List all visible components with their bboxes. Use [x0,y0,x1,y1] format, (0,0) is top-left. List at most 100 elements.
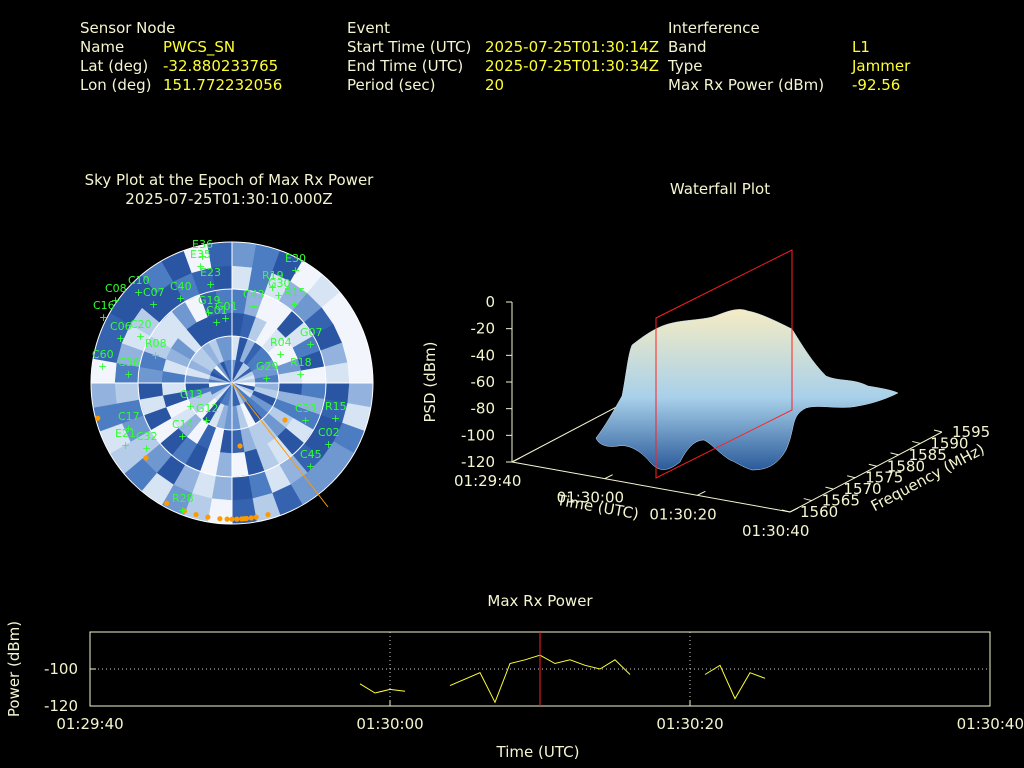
sky-satellite: C08+ [105,282,127,307]
sensor-name-label: Name [80,38,125,56]
sky-satellite: R28+ [172,492,194,517]
sky-satellite-label: G13 [180,388,203,401]
sky-satellite: C32+ [136,430,158,455]
sky-satellite-marker: + [296,368,305,381]
maxrx-ytick-label: -120 [44,697,78,715]
maxrx-xtick-label: 01:30:40 [957,715,1024,733]
waterfall-ztick-label: -40 [471,346,496,364]
sky-satellite: C40+ [170,280,192,305]
sky-satellite: C43+ [243,288,265,313]
sky-satellite-label: G12 [196,402,219,415]
sky-cell [347,358,373,384]
sky-satellite: C06+ [110,320,132,345]
sky-edge-marker [205,514,211,520]
event-start-label: Start Time (UTC) [347,38,472,56]
waterfall-xtick [604,474,613,480]
sky-satellite-label: C17 [118,410,140,423]
maxrx-xlabel: Time (UTC) [496,743,580,761]
waterfall-xtick [697,490,706,496]
sky-edge-marker [224,516,230,522]
sky-satellite-label: G30 [268,277,291,290]
sensor-lat-value: -32.880233765 [163,57,279,75]
sky-satellite: C45+ [300,448,322,473]
sky-satellite-label: C20 [130,318,152,331]
waterfall-ytick-label: 1585 [909,446,947,464]
maxrx-line [704,664,766,700]
sky-jammer-bearing [231,382,329,508]
maxrx-title: Max Rx Power [487,592,593,610]
maxrx-grid [90,632,990,706]
sky-edge-marker [217,516,223,522]
sky-satellite-marker: + [178,430,187,443]
waterfall-ytick [890,452,899,456]
sky-satellite-marker: + [99,311,108,324]
sky-satellite: C17+ [118,410,140,435]
sky-satellite-marker: + [176,292,185,305]
sky-satellite-label: C10 [128,274,150,287]
sky-edge-marker [237,443,243,449]
sky-satellite-marker: + [206,278,215,291]
sky-satellite-label: C02 [318,426,340,439]
sky-satellite: C14+ [172,418,194,443]
sky-satellite-label: R15 [325,400,347,413]
waterfall-ytick-label: 1590 [930,434,968,452]
sky-satellite-label: E21 [115,427,136,440]
waterfall-epoch-plane [655,249,793,479]
sky-satellite: C20+ [130,318,152,343]
waterfall-ztick-label: -80 [471,400,496,418]
waterfall-ztick-label: 0 [485,293,495,311]
waterfall-ytick [781,509,791,513]
maxrx-line [359,683,406,694]
waterfall-xtick-label: 01:30:00 [557,489,624,507]
sky-satellite: E36+ [192,238,213,263]
maxrx-line [449,654,631,704]
sky-edge-marker [253,514,259,520]
sky-satellite: C36+ [118,356,140,381]
waterfall-ytick-label: 1595 [952,423,990,441]
waterfall-ytick-label: 1565 [822,492,860,510]
sky-satellite-marker: + [331,412,340,425]
sky-satellite-label: C07 [143,286,165,299]
sky-satellite: R15+ [284,286,306,311]
sky-satellite: G01+ [215,300,238,325]
sky-satellite-marker: + [121,439,130,452]
sky-satellite: C02+ [318,426,340,451]
sky-satellite-label: C36 [118,356,140,369]
skyplot-subtitle: 2025-07-25T01:30:10.000Z [125,190,333,208]
sky-satellite-label: C60 [92,348,114,361]
sky-satellite: G30+ [268,277,291,302]
sky-satellite-marker: + [196,260,205,273]
sky-edge-marker [234,516,240,522]
sky-satellite: E30+ [285,252,306,277]
sky-satellite: G29+ [256,360,279,385]
sky-satellite-label: G19 [198,294,221,307]
sky-satellite-marker: + [249,300,258,313]
maxrx-xtick-label: 01:29:40 [56,715,123,733]
sky-satellite-label: E35 [190,248,211,261]
waterfall-ytick-label: 1580 [887,457,925,475]
sky-satellite-label: R04 [270,336,292,349]
maxrx-series [359,654,766,704]
sky-satellite-label: R15 [284,286,306,299]
sky-edge-marker [193,511,199,518]
waterfall-title: Waterfall Plot [669,180,771,198]
sky-satellite-label: C32 [136,430,158,443]
sky-satellite-label: R19 [262,269,284,282]
event-period-label: Period (sec) [347,76,436,94]
sky-edge-marker [95,415,101,421]
sky-satellite: G13+ [180,388,203,413]
sky-satellite-label: C43 [243,288,265,301]
interference-band-value: L1 [852,38,870,56]
waterfall-xtick-label: 01:29:40 [454,472,521,490]
sky-satellite-label: C01 [206,304,228,317]
waterfall-zlabel: PSD (dBm) [421,341,439,422]
interference-maxrx-label: Max Rx Power (dBm) [668,76,825,94]
sensor-name-value: PWCS_SN [163,38,236,56]
event-heading: Event [347,19,390,37]
sky-edge-marker [143,455,149,461]
waterfall-ytick-label: 1575 [865,469,903,487]
sky-cell [207,242,233,268]
sky-edge-markers [95,415,288,522]
